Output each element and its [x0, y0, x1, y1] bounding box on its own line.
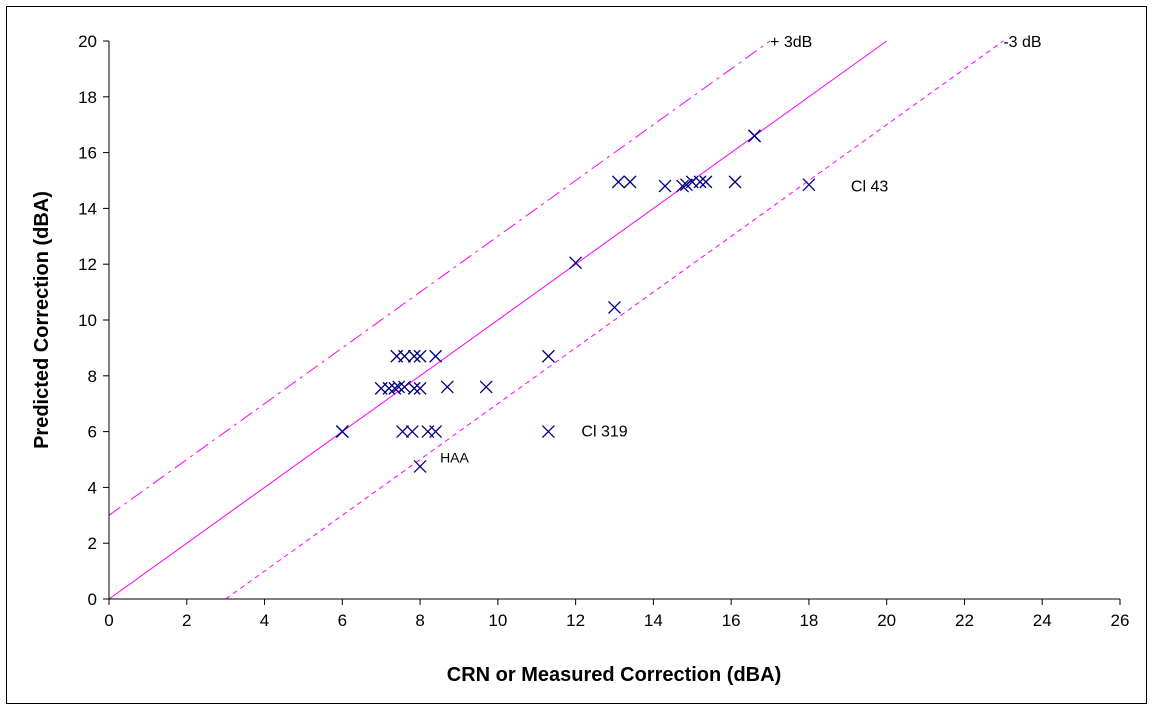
- data-point: [413, 381, 427, 395]
- x-tick-label: 2: [182, 611, 191, 630]
- point-annotation: Cl 43: [851, 179, 888, 196]
- data-point: [413, 460, 427, 473]
- x-tick-label: 4: [260, 611, 269, 630]
- reference-line: [108, 40, 771, 516]
- data-point: [405, 425, 419, 439]
- y-tick-label: 14: [78, 199, 97, 218]
- data-point: [693, 175, 707, 189]
- data-point: [569, 256, 583, 270]
- x-tick-label: 18: [799, 611, 818, 630]
- reference-line: [225, 40, 1004, 600]
- data-point: [398, 349, 411, 363]
- x-tick-label: 12: [566, 611, 585, 630]
- x-tick-label: 8: [415, 611, 424, 630]
- reference-line-label: + 3dB: [770, 34, 812, 51]
- data-point: [608, 300, 621, 314]
- y-tick-label: 12: [78, 255, 97, 274]
- data-point: [429, 425, 443, 439]
- y-axis-title: Predicted Correction (dBA): [31, 191, 53, 449]
- x-axis-title: CRN or Measured Correction (dBA): [447, 664, 781, 686]
- y-tick-label: 2: [88, 534, 97, 553]
- point-annotation: Cl 319: [581, 424, 627, 441]
- data-points: [335, 129, 816, 473]
- x-tick-label: 24: [1033, 611, 1052, 630]
- data-point: [396, 425, 410, 439]
- chart-frame: [6, 6, 1147, 704]
- data-point: [611, 175, 625, 189]
- y-tick-label: 18: [78, 88, 97, 107]
- data-point: [440, 380, 454, 394]
- y-tick-label: 8: [88, 367, 97, 386]
- x-tick-label: 22: [955, 611, 974, 630]
- x-tick-label: 26: [1111, 611, 1130, 630]
- x-tick-label: 14: [644, 611, 663, 630]
- data-point: [623, 175, 637, 189]
- data-point: [748, 129, 761, 143]
- x-tick-label: 20: [877, 611, 896, 630]
- data-point: [392, 380, 406, 394]
- data-point: [676, 179, 690, 193]
- data-point: [802, 178, 816, 192]
- data-point: [407, 349, 421, 363]
- y-tick-label: 4: [88, 478, 97, 497]
- data-point: [541, 349, 555, 363]
- reference-line-label: -3 dB: [1003, 34, 1041, 51]
- y-tick-label: 0: [88, 590, 97, 609]
- reference-line: [108, 40, 887, 600]
- reference-lines: + 3dB -3 dB: [108, 34, 1042, 600]
- x-tick-label: 0: [104, 611, 113, 630]
- data-point: [728, 175, 742, 189]
- data-point: [479, 380, 493, 394]
- x-tick-label: 6: [338, 611, 347, 630]
- x-tick-label: 10: [488, 611, 507, 630]
- y-tick-label: 20: [78, 32, 97, 51]
- y-tick-label: 16: [78, 144, 97, 163]
- data-point: [699, 175, 713, 189]
- annotations: Cl 43 Cl 319 HAA: [440, 179, 888, 466]
- data-point: [658, 179, 672, 193]
- point-annotation: HAA: [440, 449, 469, 465]
- data-point: [429, 349, 443, 363]
- data-point: [413, 349, 427, 363]
- data-point: [407, 381, 421, 395]
- data-point: [541, 425, 555, 439]
- x-tick-label: 16: [722, 611, 741, 630]
- data-point: [335, 425, 349, 439]
- y-tick-label: 6: [88, 423, 97, 442]
- y-tick-label: 10: [78, 311, 97, 330]
